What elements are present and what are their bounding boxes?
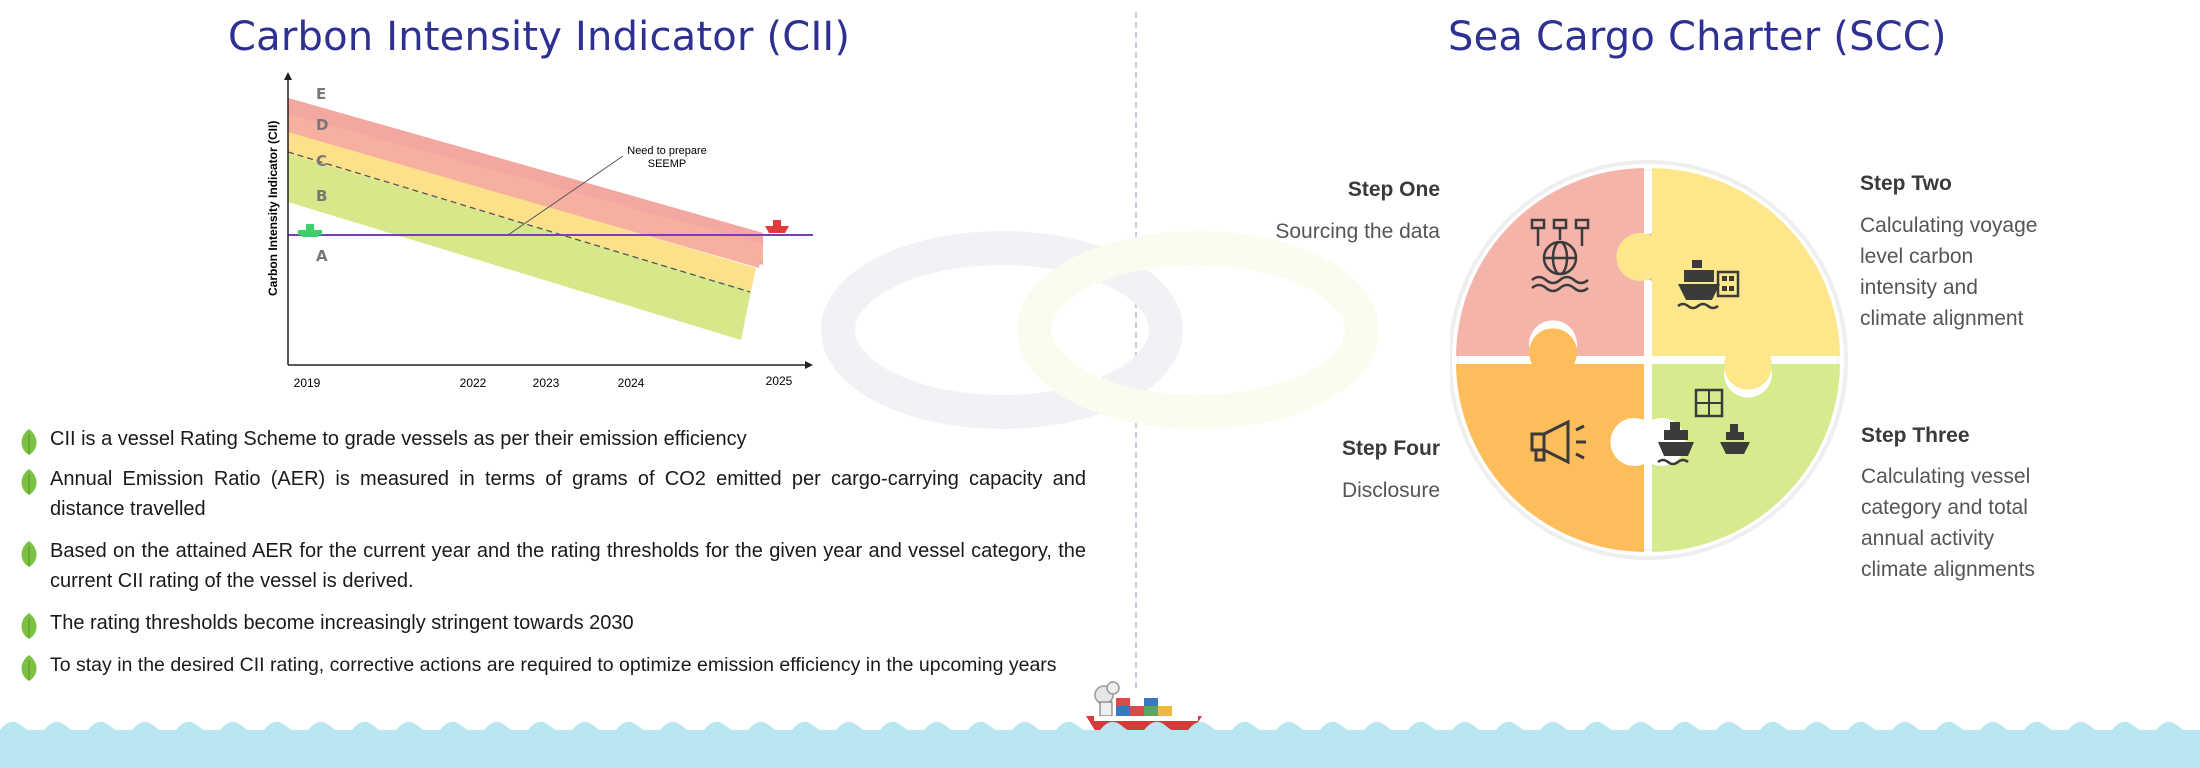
list-item: CII is a vessel Rating Scheme to grade v… xyxy=(18,424,1086,455)
cii-title: Carbon Intensity Indicator (CII) xyxy=(228,14,851,60)
x-tick-2024: 2024 xyxy=(618,376,645,390)
cii-chart: Need to prepare SEEMP Carbon Intensity I… xyxy=(266,72,813,390)
scc-title: Sea Cargo Charter (SCC) xyxy=(1448,14,1947,60)
step-four-title: Step Four xyxy=(1342,437,1440,460)
leaf-icon xyxy=(21,429,37,455)
megaphone-icon xyxy=(1530,419,1586,465)
step-three-desc: Calculating vessel category and total an… xyxy=(1861,465,2035,581)
step-two-desc: Calculating voyage level carbon intensit… xyxy=(1860,214,2038,330)
cii-bullet-list: CII is a vessel Rating Scheme to grade v… xyxy=(18,424,1086,681)
section-divider xyxy=(1135,12,1137,688)
step-one-desc: Sourcing the data xyxy=(1275,220,1440,243)
leaf-icon xyxy=(21,541,37,567)
x-tick-2019: 2019 xyxy=(294,376,321,390)
bullet-text: The rating thresholds become increasingl… xyxy=(50,612,634,634)
band-label-d: D xyxy=(316,116,328,134)
annotation-line-1: Need to prepare xyxy=(627,145,707,157)
x-tick-2023: 2023 xyxy=(533,376,560,390)
band-c xyxy=(288,130,756,291)
reference-dashed-line xyxy=(287,151,751,293)
list-item: Annual Emission Ratio (AER) is measured … xyxy=(18,464,1086,524)
step-four-desc: Disclosure xyxy=(1341,479,1440,502)
scc-puzzle xyxy=(1450,160,1848,560)
bullet-text: To stay in the desired CII rating, corre… xyxy=(50,654,1057,676)
globe-data-icon xyxy=(1530,218,1590,293)
band-label-c: C xyxy=(316,152,327,170)
puzzle-piece-step-four xyxy=(1456,328,1644,552)
band-b xyxy=(288,154,751,340)
puzzle-piece-step-two xyxy=(1616,168,1840,390)
ship-2019-icon xyxy=(298,224,322,237)
bullet-text: CII is a vessel Rating Scheme to grade v… xyxy=(50,428,747,450)
band-label-b: B xyxy=(316,187,327,205)
ocean-waves xyxy=(0,721,2200,768)
list-item: Based on the attained AER for the curren… xyxy=(18,536,1086,596)
puzzle-piece-step-three xyxy=(1652,364,1840,552)
annotation-leader xyxy=(507,155,624,236)
y-axis-label: Carbon Intensity Indicator (CII) xyxy=(266,121,280,296)
step-one-title: Step One xyxy=(1347,178,1440,201)
band-label-a: A xyxy=(316,247,328,265)
bullet-text: Based on the attained AER for the curren… xyxy=(50,540,1086,592)
leaf-icon xyxy=(21,655,37,681)
annotation-line-2: SEEMP xyxy=(648,158,687,170)
leaf-icon xyxy=(21,613,37,639)
ship-2025-icon xyxy=(765,220,789,233)
band-label-e: E xyxy=(316,85,326,103)
step-two-title: Step Two xyxy=(1860,172,1952,195)
x-tick-2025: 2025 xyxy=(766,374,793,388)
list-item: The rating thresholds become increasingl… xyxy=(18,608,1086,639)
x-tick-2022: 2022 xyxy=(460,376,487,390)
leaf-icon xyxy=(21,469,37,495)
bullet-text: Annual Emission Ratio (AER) is measured … xyxy=(50,468,1086,520)
two-ships-calculator-icon xyxy=(1657,388,1750,466)
list-item: To stay in the desired CII rating, corre… xyxy=(18,650,1086,681)
decorative-rings xyxy=(821,231,1379,429)
step-three-title: Step Three xyxy=(1861,424,1970,447)
ship-calculator-icon xyxy=(1677,260,1740,310)
